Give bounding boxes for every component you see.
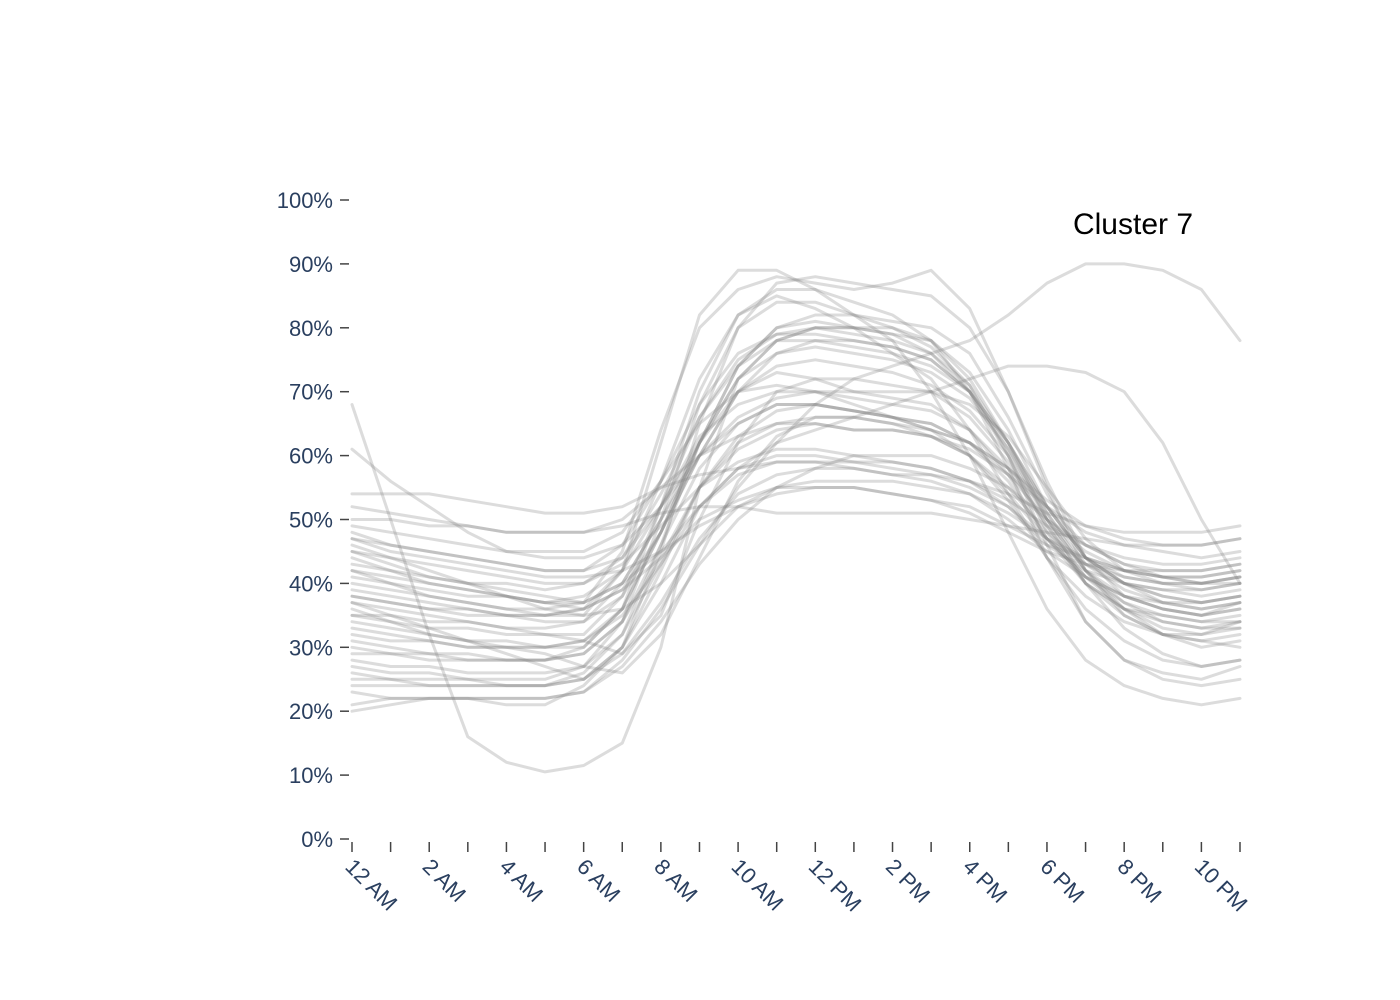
series-line-26: [350, 358, 1242, 630]
series-line-17: [350, 390, 1242, 592]
series-line-4: [350, 294, 1242, 636]
series-line-33: [350, 390, 1242, 636]
series-line-24: [350, 319, 1242, 688]
series-line-7: [350, 371, 1242, 649]
y-tick-label: 0%: [301, 827, 333, 852]
series-line-15: [350, 505, 1242, 547]
y-tick-label: 90%: [289, 252, 333, 277]
x-tick-label: 12 PM: [804, 854, 867, 917]
series-line-39: [350, 486, 1242, 579]
series-lines-group: [350, 262, 1242, 774]
series-line-36: [350, 447, 1242, 592]
y-axis: 0% 10% 20% 30% 40% 50% 60% 70% 80% 90% 100%: [277, 188, 349, 852]
series-line-38: [350, 454, 1242, 713]
series-line-32: [350, 403, 1242, 707]
y-tick-label: 100%: [277, 188, 333, 213]
x-tick-label: 6 PM: [1035, 854, 1089, 908]
series-line-1: [350, 313, 1242, 585]
y-tick-label: 20%: [289, 699, 333, 724]
x-tick-label: 6 AM: [572, 854, 625, 907]
y-tick-label: 30%: [289, 635, 333, 660]
series-line-23: [350, 300, 1242, 688]
series-line-37: [350, 460, 1242, 649]
x-axis: 12 AM 2 AM 4 AM 6 AM 8 AM 10 AM 12 PM 2 PM 4 PM 6…: [340, 842, 1253, 917]
series-line-2: [350, 326, 1242, 605]
series-line-6: [350, 326, 1242, 636]
y-tick-label: 80%: [289, 316, 333, 341]
series-line-12: [350, 479, 1242, 707]
series-line-13: [350, 415, 1242, 547]
series-line-18: [350, 262, 1242, 617]
y-tick-label: 70%: [289, 380, 333, 405]
series-line-10: [350, 454, 1242, 688]
x-tick-label: 2 AM: [418, 854, 471, 907]
series-line-14: [350, 460, 1242, 534]
series-line-20: [350, 268, 1242, 707]
x-tick-label: 8 PM: [1113, 854, 1167, 908]
series-line-27: [350, 339, 1242, 611]
series-line-31: [350, 415, 1242, 675]
series-line-19: [350, 364, 1242, 611]
y-tick-label: 10%: [289, 763, 333, 788]
series-line-35: [350, 377, 1242, 656]
series-line-9: [350, 422, 1242, 675]
cluster-annotation: Cluster 7: [1073, 208, 1193, 241]
x-tick-label: 8 AM: [649, 854, 702, 907]
x-tick-label: 4 PM: [958, 854, 1012, 908]
x-tick-label: 10 PM: [1190, 854, 1253, 917]
series-line-22: [350, 288, 1242, 681]
x-tick-label: 2 PM: [881, 854, 935, 908]
series-line-16: [350, 326, 1242, 774]
x-tick-label: 12 AM: [340, 854, 402, 916]
series-line-28: [350, 332, 1242, 611]
series-line-8: [350, 403, 1242, 662]
series-line-40: [350, 486, 1242, 617]
series-line-30: [350, 422, 1242, 662]
x-tick-label: 4 AM: [495, 854, 548, 907]
series-line-34: [350, 383, 1242, 573]
series-line-11: [350, 466, 1242, 688]
y-tick-label: 40%: [289, 571, 333, 596]
y-tick-label: 50%: [289, 508, 333, 533]
series-line-5: [350, 275, 1242, 681]
series-line-21: [350, 268, 1242, 649]
series-line-29: [350, 403, 1242, 630]
series-line-25: [350, 345, 1242, 662]
series-line-3: [350, 339, 1242, 611]
y-tick-label: 60%: [289, 444, 333, 469]
x-tick-label: 10 AM: [727, 854, 789, 916]
